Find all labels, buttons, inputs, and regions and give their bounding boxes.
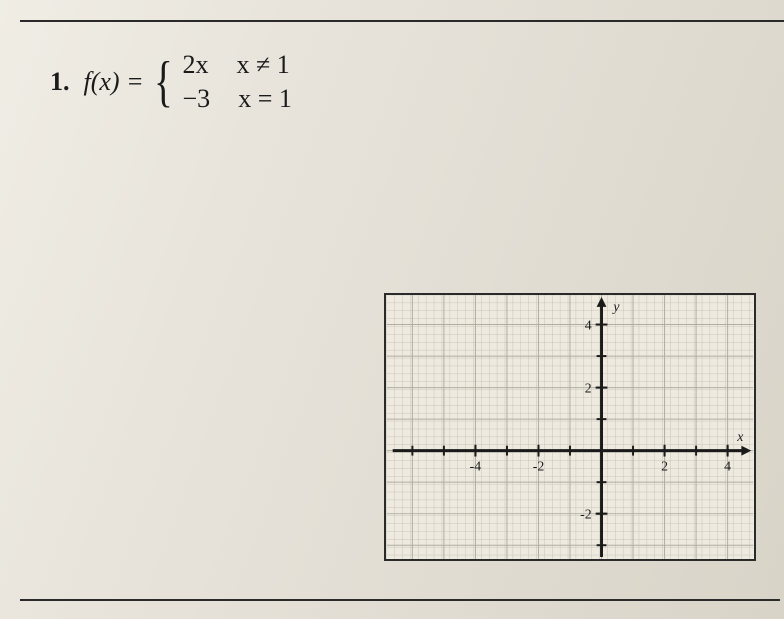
piece-row-0: 2x x ≠ 1 bbox=[183, 50, 292, 80]
problem-1: 1. f(x) = { 2x x ≠ 1 −3 x = 1 bbox=[50, 50, 774, 114]
svg-text:y: y bbox=[611, 299, 620, 314]
piece-expr-0: 2x bbox=[183, 50, 209, 80]
coordinate-grid: -4-224-4-224yx bbox=[384, 293, 756, 561]
svg-text:2: 2 bbox=[585, 381, 592, 396]
piece-cond-1: x = 1 bbox=[238, 84, 292, 114]
top-rule bbox=[20, 20, 784, 22]
svg-text:-2: -2 bbox=[580, 507, 592, 522]
svg-text:2: 2 bbox=[661, 458, 668, 473]
problem-number: 1. bbox=[50, 67, 70, 97]
piecewise-cases: 2x x ≠ 1 −3 x = 1 bbox=[183, 50, 292, 114]
function-lhs: f(x) = bbox=[84, 67, 144, 97]
grid-svg: -4-224-4-224yx bbox=[386, 295, 754, 559]
svg-text:-2: -2 bbox=[533, 458, 545, 473]
piece-cond-0: x ≠ 1 bbox=[237, 50, 290, 80]
piecewise-brace: { bbox=[154, 60, 173, 105]
piece-expr-1: −3 bbox=[183, 84, 211, 114]
bottom-rule bbox=[20, 599, 780, 601]
svg-text:4: 4 bbox=[585, 317, 592, 332]
svg-text:4: 4 bbox=[724, 458, 731, 473]
svg-text:x: x bbox=[736, 429, 744, 444]
piece-row-1: −3 x = 1 bbox=[183, 84, 292, 114]
worksheet-page: 1. f(x) = { 2x x ≠ 1 −3 x = 1 -4-224-4-2… bbox=[0, 0, 784, 619]
svg-text:-4: -4 bbox=[470, 458, 482, 473]
